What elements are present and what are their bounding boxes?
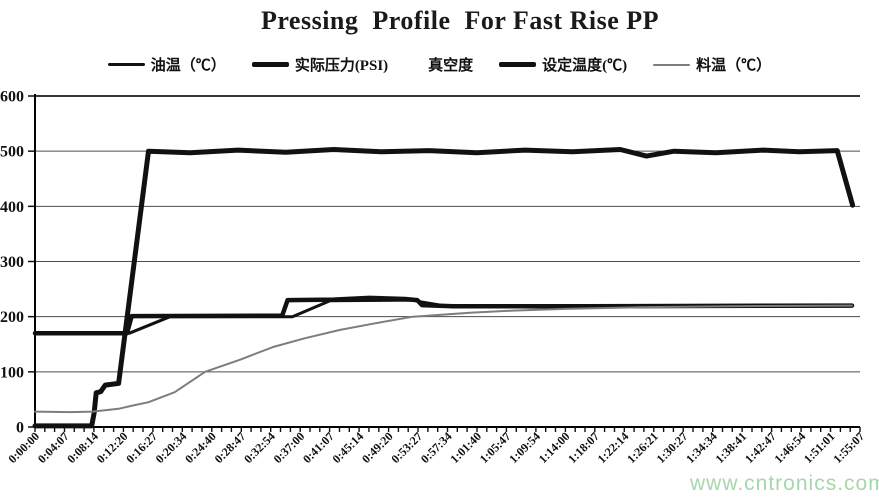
- legend-label: 料温（℃）: [696, 58, 772, 74]
- x-tick-label: 1:30:27: [654, 429, 691, 466]
- x-tick-label: 1:51:01: [801, 429, 838, 466]
- x-tick-label: 1:38:41: [712, 429, 749, 466]
- legend-line-sample-actual-pressure: [251, 62, 289, 67]
- legend-item-set-temp: 设定温度(℃): [499, 54, 627, 75]
- y-tick-label: 200: [0, 309, 24, 326]
- x-tick-label: 0:53:27: [388, 429, 425, 466]
- x-tick-label: 1:05:47: [477, 429, 514, 466]
- legend-label: 油温（℃）: [150, 58, 226, 74]
- y-tick-label: 300: [0, 254, 24, 271]
- chart-title: Pressing Profile For Fast Rise PP: [260, 6, 660, 35]
- x-tick-label: 0:28:47: [212, 429, 249, 466]
- x-tick-label: 1:42:47: [742, 429, 779, 466]
- x-tick-label: 0:45:14: [329, 429, 366, 466]
- x-tick-label: 0:08:14: [64, 429, 101, 466]
- legend-item-material-temp: 料温（℃）: [653, 54, 771, 75]
- x-tick-label: 1:34:34: [683, 429, 720, 466]
- y-tick-label: 100: [0, 364, 24, 381]
- legend-label: 真空度: [428, 58, 474, 74]
- x-tick-label: 0:04:07: [35, 429, 72, 466]
- series-set-temp: [32, 295, 855, 336]
- legend-item-oil-temp: 油温（℃）: [107, 54, 226, 75]
- legend-line-sample-material-temp: [653, 63, 691, 66]
- legend-line-sample-set-temp: [499, 62, 537, 67]
- x-tick-label: 1:22:14: [595, 429, 632, 466]
- x-tick-label: 1:09:54: [506, 429, 543, 466]
- x-tick-label: 0:32:54: [241, 429, 278, 466]
- legend-label: 设定温度(℃): [542, 58, 628, 74]
- x-tick-label: 0:41:07: [300, 429, 337, 466]
- x-tick-label: 0:12:20: [94, 429, 131, 466]
- x-tick-label: 0:16:27: [123, 429, 160, 466]
- legend-label: 实际压力(PSI): [294, 58, 389, 74]
- x-tick-label: 0:57:34: [418, 429, 455, 466]
- y-tick-label: 600: [0, 89, 24, 106]
- y-tick-label: 500: [0, 144, 24, 161]
- x-tick-label: 1:26:21: [624, 429, 661, 466]
- x-tick-label: 1:55:07: [830, 429, 867, 466]
- x-tick-label: 0:37:00: [271, 429, 308, 466]
- legend-item-actual-pressure: 实际压力(PSI): [251, 54, 389, 75]
- series-material-temp: [34, 304, 853, 414]
- legend: 油温（℃） 实际压力(PSI) 真空度 设定温度(℃) 料温（℃）: [0, 54, 879, 75]
- y-tick-label: 0: [16, 420, 24, 437]
- watermark: www.cntronics.com: [689, 472, 879, 495]
- x-tick-label: 0:49:20: [359, 429, 396, 466]
- x-tick-label: 0:24:40: [182, 429, 219, 466]
- x-tick-label: 1:46:54: [771, 429, 808, 466]
- y-tick-label: 400: [0, 199, 24, 216]
- legend-line-sample-oil-temp: [107, 63, 145, 66]
- x-tick-label: 1:18:07: [565, 429, 602, 466]
- legend-item-vacuum: 真空度: [414, 54, 473, 75]
- x-tick-label: 1:14:00: [536, 429, 573, 466]
- x-tick-label: 0:20:34: [153, 429, 190, 466]
- x-tick-label: 1:01:40: [447, 429, 484, 466]
- series-actual-pressure: [32, 147, 856, 429]
